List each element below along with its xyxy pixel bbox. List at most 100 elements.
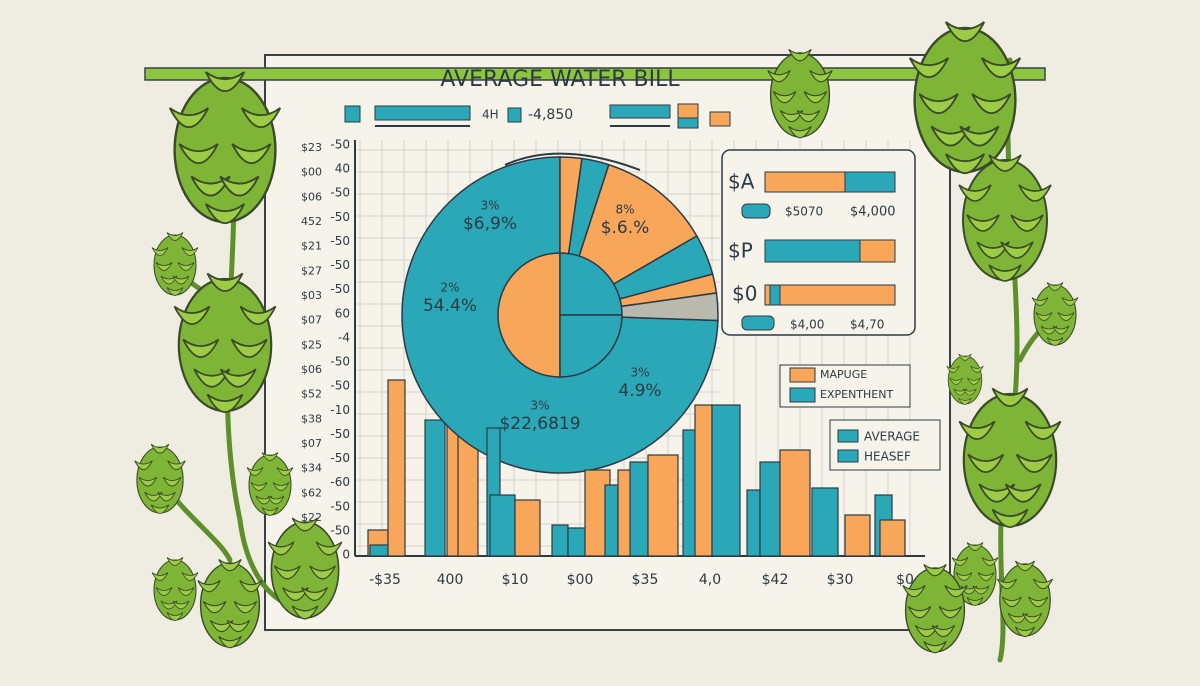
hop-petal [144,491,163,502]
hop-petal [1040,325,1058,335]
hop-petal [193,368,231,388]
hop-petal [246,467,264,476]
hop-petal [967,377,981,385]
strip-label: -4,850 [528,107,573,123]
axis-label: -50 [330,282,350,296]
hop-petal [951,557,969,566]
pie-inner [559,314,623,378]
hop-petal [178,143,219,164]
hop-petal [157,491,176,502]
axis-label: $62 [301,486,322,499]
hop-petal [908,57,950,78]
hop-petal [239,305,277,325]
pie-label: $6,9% [463,214,517,234]
hop-petal [988,264,1022,282]
bar [879,519,906,557]
hop-petal [218,559,242,572]
hop-petal [809,70,833,83]
pie-inner [497,252,561,378]
hop-petal [958,184,992,202]
hop-petal [218,636,242,649]
legend-swatch [789,387,816,403]
panel-blob [741,203,771,219]
panel-blob [741,315,775,331]
hop-petal [953,388,967,396]
hop-petal [233,601,258,614]
hop-petal [1046,282,1064,291]
hop-petal [971,93,1012,114]
axis-label: -50 [330,258,350,272]
axis-label: -50 [330,186,350,200]
hop-petal [1031,297,1049,306]
hop [958,154,1052,282]
hop-petal [930,125,971,147]
legend-label: EXPENTHENT [820,388,893,401]
hop-petal [240,107,282,128]
axis-label: 452 [301,215,322,228]
hop-petal [190,175,231,197]
axis-label: $06 [301,363,322,376]
hop-petal [206,393,244,413]
hop-petal [1046,337,1064,346]
bar [604,484,619,557]
hop-petal [796,109,821,123]
panel-bar [769,284,781,306]
hop-petal [955,572,973,581]
hop-petal [155,587,173,596]
pie-inner [559,252,623,316]
bar [711,404,741,557]
hop-petal [996,578,1018,590]
hop-petal [255,495,273,505]
hop-petal [966,542,984,551]
hop-petal [918,93,959,114]
hop-petal [202,601,227,614]
hop-petal [966,597,984,606]
hop-petal [138,476,158,487]
hop-petal [134,460,153,470]
axis-label: -60 [330,475,350,489]
bar [489,494,516,557]
legend-label: HEASEF [864,450,911,464]
strip-block [709,111,731,127]
hop-petal [1014,560,1036,572]
axis-label: $52 [301,388,322,401]
panel-label: $5070 [785,205,823,219]
hop-petal [803,91,828,104]
hop-petal [219,368,257,388]
hop-petal [172,600,190,610]
axis-label: 40 [335,162,350,176]
hop-petal [177,262,195,271]
axis-label: $27 [301,264,322,277]
hop-petal [177,587,195,596]
hop-petal [779,109,804,123]
hop-petal [944,585,968,598]
hop-petal [902,585,926,598]
pie-label: 3% [630,366,649,380]
hop-petal [182,338,220,358]
pie-label: 3% [480,199,499,213]
hop-petal [978,483,1016,503]
hop-petal [206,272,244,292]
bar [369,544,389,557]
axis-label: -50 [330,379,350,393]
strip-bar [374,105,471,121]
hop-petal [788,49,812,62]
axis-label: -50 [330,451,350,465]
hop-petal [923,641,947,654]
strip-block [344,105,361,123]
hop [168,71,282,224]
hop-petal [1015,453,1053,473]
hop-petal [261,452,279,461]
hop-petal [958,397,972,405]
hop-petal [967,453,1005,473]
axis-label: -4 [338,330,350,344]
hop-petal [1061,297,1079,306]
hop-petal [977,572,995,581]
hop-petal [291,605,319,620]
hop-petal [958,420,996,440]
hop-petal [150,504,170,514]
hop-petal [963,388,977,396]
hop-petal [162,476,182,487]
hop [134,443,186,514]
